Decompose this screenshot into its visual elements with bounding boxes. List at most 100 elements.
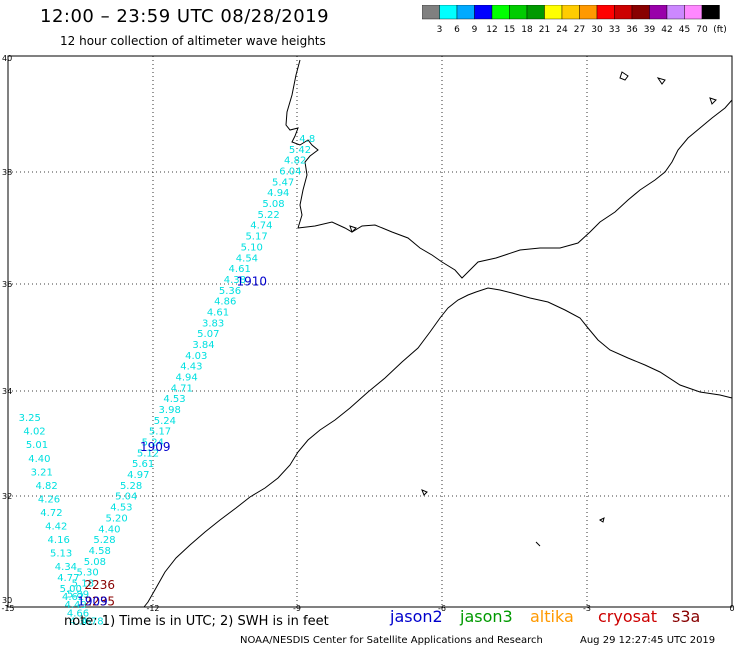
africa-coast — [143, 287, 733, 608]
wave-height-label: 4.53 — [110, 503, 132, 514]
lon-tick-label: 0 — [729, 604, 734, 613]
time-label: 1909 — [140, 440, 171, 454]
scale-label: 36 — [626, 25, 638, 35]
wave-height-label: 4.82 — [35, 481, 57, 492]
footer-note: note: 1) Time is in UTC; 2) SWH is in fe… — [64, 614, 329, 629]
track-jason3-1910: 4.85.424.826.045.474.945.085.224.745.175… — [67, 134, 315, 600]
scale-label: 45 — [679, 25, 690, 35]
lat-tick-label: 30 — [2, 596, 12, 605]
wave-height-label: 5.36 — [219, 286, 241, 297]
wave-height-label: 4.54 — [236, 253, 258, 264]
balearic-2 — [656, 77, 666, 85]
wave-height-label: 5.17 — [149, 427, 171, 438]
time-label: 2236 — [84, 578, 115, 592]
balearic-1 — [619, 71, 629, 81]
wave-height-label: 4.42 — [45, 522, 67, 533]
wave-height-label: 5.61 — [132, 459, 154, 470]
footer-credit: NOAA/NESDIS Center for Satellite Applica… — [240, 635, 543, 646]
lat-tick-label: 40 — [2, 54, 12, 63]
wave-height-label: 5.28 — [120, 481, 142, 492]
scale-label: 18 — [521, 25, 533, 35]
wave-height-label: 5.01 — [26, 440, 48, 451]
wave-height-label: 5.07 — [197, 329, 219, 340]
lon-tick-label: -9 — [293, 604, 301, 613]
legend-altika: altika — [530, 607, 574, 626]
scale-unit: (ft) — [713, 25, 727, 35]
wave-height-label: 4.66 — [67, 608, 89, 619]
wave-height-label: 4.40 — [98, 524, 120, 535]
scale-label: 27 — [574, 25, 585, 35]
time-label: 1909 — [77, 594, 108, 608]
wave-height-label: 4.61 — [207, 307, 229, 318]
lat-tick-label: 38 — [2, 168, 12, 177]
scale-label: 15 — [504, 25, 515, 35]
wave-height-label: 5.28 — [93, 535, 115, 546]
wave-height-label: 5.17 — [245, 232, 267, 243]
island-4 — [535, 541, 541, 547]
balearic-3 — [709, 97, 717, 105]
wave-height-label: 5.42 — [289, 145, 311, 156]
lat-tick-label: 36 — [2, 280, 12, 289]
wave-height-label: 5.13 — [50, 549, 72, 560]
legend-cryosat: cryosat — [598, 607, 658, 626]
lon-tick-label: -15 — [1, 604, 14, 613]
wave-height-label: 4.78 — [81, 616, 103, 627]
wave-height-label: 4.71 — [171, 383, 193, 394]
scale-label: 9 — [472, 25, 478, 35]
scale-label: 39 — [644, 25, 656, 35]
wave-height-label: 4.34 — [55, 562, 77, 573]
wave-height-label: 5.20 — [105, 513, 127, 524]
wave-height-label: 4.58 — [89, 546, 111, 557]
scale-label: 70 — [696, 25, 708, 35]
lon-tick-label: -6 — [438, 604, 446, 613]
wave-height-label: 5.89 — [67, 589, 89, 600]
wave-height-label: 3.21 — [31, 467, 53, 478]
island-3 — [421, 489, 428, 496]
scale-label: 24 — [556, 25, 568, 35]
map-subtitle: 12 hour collection of altimeter wave hei… — [60, 34, 326, 48]
map-gridlines — [8, 56, 732, 607]
wave-height-label: 4.36 — [69, 616, 91, 627]
wave-height-label: 5.00 — [60, 584, 82, 595]
legend-jason2: jason2 — [390, 607, 443, 626]
legend-s3a: s3a — [672, 607, 701, 626]
scale-label: 12 — [486, 25, 497, 35]
longitude-tick-labels: -15 -12 -9 -6 -3 0 — [1, 604, 734, 613]
lon-tick-label: -12 — [146, 604, 159, 613]
wave-height-label: 5.08 — [262, 199, 284, 210]
coastlines — [143, 59, 733, 608]
wave-height-color-scale: 3 6 9 12 15 18 21 24 27 30 33 36 39 42 45 70 (ft) — [422, 5, 727, 35]
wave-height-label: 3.98 — [159, 405, 181, 416]
wave-height-label: 5.24 — [142, 438, 164, 449]
wave-height-label: 5.22 — [258, 210, 280, 221]
wave-height-label: 4.43 — [180, 362, 202, 373]
wave-height-label: 5.12 — [137, 448, 159, 459]
wave-height-label: 4.86 — [214, 297, 236, 308]
wave-height-label: 4.53 — [163, 394, 185, 405]
scale-label: 21 — [539, 25, 550, 35]
wave-height-label: 4.49 — [64, 600, 86, 611]
wave-height-label: 4.02 — [23, 427, 45, 438]
footer-timestamp: Aug 29 12:27:45 UTC 2019 — [580, 635, 716, 646]
scale-label: 33 — [609, 25, 620, 35]
wave-height-label: 4.38 — [224, 275, 246, 286]
wave-height-label: 4.82 — [284, 156, 306, 167]
wave-height-label: 3.25 — [19, 413, 41, 424]
wave-height-label: 4.74 — [250, 221, 272, 232]
scale-label: 30 — [591, 25, 603, 35]
wave-height-label: 5.10 — [241, 242, 263, 253]
wave-height-label: 4.77 — [57, 573, 79, 584]
wave-height-label: 4.97 — [127, 470, 149, 481]
track-jason3-west: 3.25 4.02 5.01 4.40 3.21 4.82 4.26 4.72 4.42 4.16… — [19, 413, 104, 627]
wave-height-label: 3.84 — [192, 340, 214, 351]
wave-height-label: 5.47 — [272, 177, 294, 188]
time-label: 1910 — [236, 275, 267, 289]
wave-height-label: 4.40 — [28, 454, 50, 465]
wave-height-label: 4.72 — [40, 508, 62, 519]
wave-height-label: 3.83 — [202, 318, 224, 329]
scale-label: 42 — [661, 25, 672, 35]
wave-height-label: 4.94 — [267, 188, 289, 199]
iberia-coast-north — [285, 59, 319, 229]
